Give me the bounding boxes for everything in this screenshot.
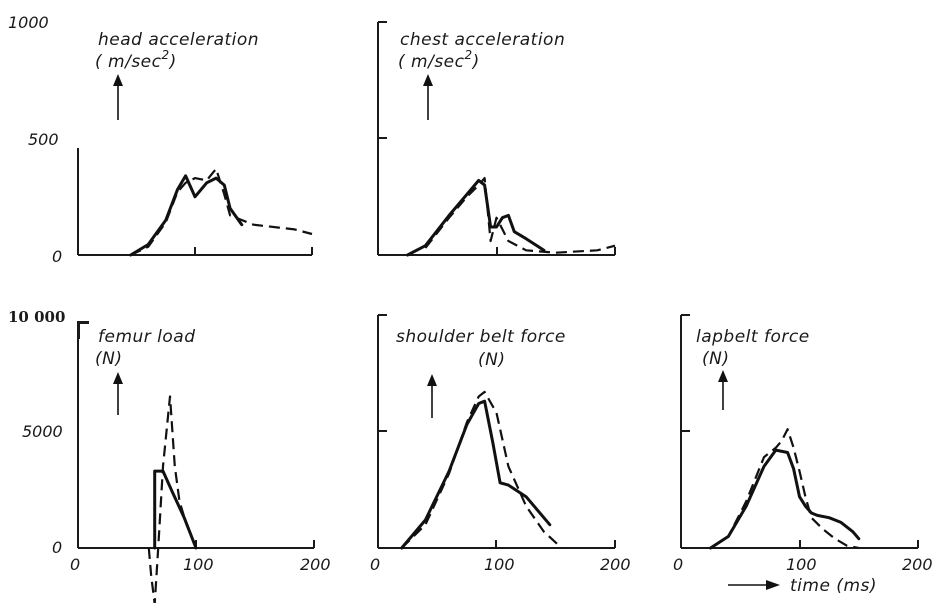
panel-lapbelt-force: 0 100 200 lapbelt force (N) [673, 314, 933, 574]
arrowhead-icon [113, 74, 123, 86]
axis-cap [77, 321, 89, 324]
arrowhead-icon [427, 374, 437, 386]
y-tick-1000: 1000 [8, 13, 49, 32]
y-tick-10000: 10 000 [8, 308, 65, 326]
x-tick-100: 100 [786, 555, 817, 574]
panel-unit: (N) [478, 350, 505, 370]
panel-head-acceleration: 1000 500 0 head acceleration ( m/sec2) [8, 13, 313, 266]
series-solid [129, 174, 244, 257]
series-dashed [424, 177, 616, 254]
panel-shoulder-belt-force: 0 100 200 shoulder belt force (N) [370, 314, 631, 574]
panel-unit: (N) [95, 349, 122, 369]
panel-title: head acceleration [98, 30, 259, 50]
arrowhead-icon [766, 580, 780, 590]
x-tick-200: 200 [902, 555, 933, 574]
series-solid [153, 469, 198, 550]
series-dashed [147, 395, 198, 603]
panel-unit: ( m/sec2) [398, 48, 480, 72]
series-dashed [400, 390, 563, 549]
series-solid [406, 178, 546, 257]
panel-title: lapbelt force [696, 327, 810, 347]
x-tick-200: 200 [600, 555, 631, 574]
y-tick-5000: 5000 [22, 422, 63, 441]
x-tick-0: 0 [673, 555, 683, 574]
panel-title: shoulder belt force [396, 327, 566, 347]
panel-title: femur load [98, 327, 196, 347]
y-tick-0: 0 [52, 247, 62, 266]
time-axis-label: time (ms) [790, 576, 877, 596]
time-axis-indicator: time (ms) [728, 576, 877, 596]
series-dashed [709, 428, 860, 550]
x-tick-200: 200 [300, 555, 331, 574]
panel-unit: (N) [702, 349, 729, 369]
series-solid [400, 399, 552, 550]
series-solid [709, 448, 861, 550]
y-tick-500: 500 [28, 130, 59, 149]
panel-femur-load: 10 000 5000 0 0 100 200 femur load (N) [8, 308, 331, 603]
y-tick-0: 0 [52, 538, 62, 557]
arrowhead-icon [113, 372, 123, 384]
panel-unit: ( m/sec2) [95, 48, 177, 72]
panel-chest-acceleration: chest acceleration ( m/sec2) [377, 21, 616, 257]
arrowhead-icon [718, 370, 728, 382]
x-tick-100: 100 [183, 555, 214, 574]
panel-title: chest acceleration [400, 30, 565, 50]
x-tick-0: 0 [70, 555, 80, 574]
series-dashed [130, 167, 313, 256]
arrowhead-icon [423, 74, 433, 86]
x-tick-0: 0 [370, 555, 380, 574]
x-tick-100: 100 [484, 555, 515, 574]
